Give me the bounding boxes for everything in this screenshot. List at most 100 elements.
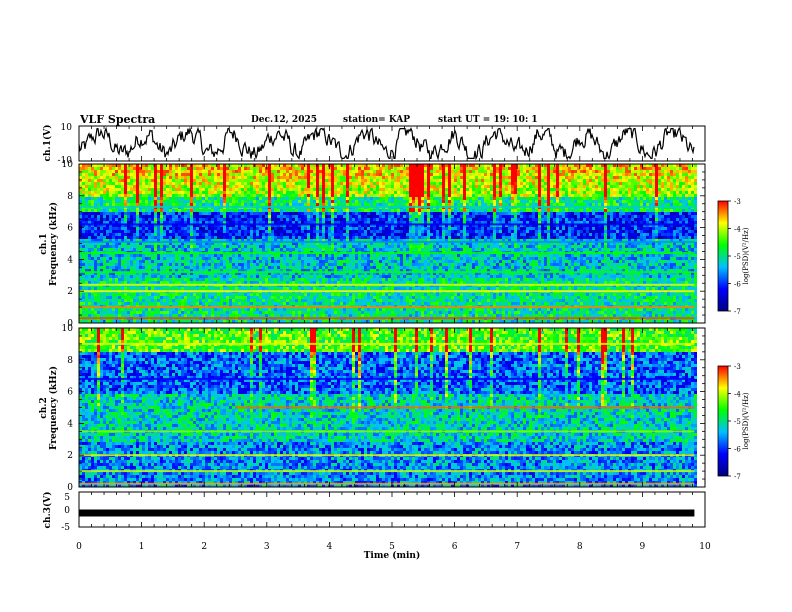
- spectrogram-cell: [100, 173, 103, 177]
- spectrogram-cell: [193, 236, 196, 240]
- spectrogram-cell: [133, 254, 136, 258]
- spectrogram-cell: [121, 287, 124, 291]
- spectrogram-cell: [307, 314, 310, 318]
- spectrogram-cell: [184, 218, 187, 222]
- spectrogram-cell: [298, 248, 301, 252]
- spectrogram-cell: [157, 281, 160, 285]
- spectrogram-cell: [184, 170, 187, 174]
- spectrogram-cell: [214, 200, 217, 204]
- spectrogram-cell: [325, 176, 328, 180]
- spectrogram-cell: [88, 293, 91, 297]
- spectrogram-cell: [277, 227, 280, 231]
- spectrogram-cell: [292, 194, 295, 198]
- spectrogram-cell: [319, 188, 322, 192]
- spectrogram-cell: [322, 263, 325, 267]
- spectrogram-cell: [292, 269, 295, 273]
- spectrogram-cell: [280, 200, 283, 204]
- spectrogram-cell: [316, 197, 319, 201]
- spectrogram-cell: [151, 260, 154, 264]
- spectrogram-cell: [166, 179, 169, 183]
- spectrogram-cell: [325, 221, 328, 225]
- spectrogram-cell: [265, 278, 268, 282]
- spectrogram-cell: [217, 260, 220, 264]
- spectrogram-cell: [85, 233, 88, 237]
- spectrogram-cell: [298, 164, 301, 168]
- spectrogram-cell: [112, 200, 115, 204]
- spectrogram-cell: [151, 245, 154, 249]
- spectrogram-cell: [151, 194, 154, 198]
- spectrogram-cell: [88, 203, 91, 207]
- spectrogram-cell: [226, 272, 229, 276]
- spectrogram-cell: [268, 173, 271, 177]
- spectrogram-cell: [112, 320, 115, 324]
- spectrogram-cell: [307, 293, 310, 297]
- spectrogram-cell: [238, 212, 241, 216]
- spectrogram-cell: [331, 311, 334, 315]
- spectrogram-cell: [325, 185, 328, 189]
- spectrogram-cell: [277, 242, 280, 246]
- spectrogram-cell: [124, 197, 127, 201]
- spectrogram-cell: [145, 209, 148, 213]
- spectrogram-cell: [193, 173, 196, 177]
- spectrogram-cell: [328, 302, 331, 306]
- spectrogram-cell: [133, 194, 136, 198]
- spectrogram-cell: [106, 191, 109, 195]
- spectrogram-cell: [85, 278, 88, 282]
- spectrogram-cell: [283, 176, 286, 180]
- spectrogram-cell: [106, 275, 109, 279]
- spectrogram-cell: [187, 278, 190, 282]
- spectrogram-cell: [349, 188, 352, 192]
- spectrogram-cell: [313, 269, 316, 273]
- spectrogram-cell: [79, 215, 82, 219]
- spectrogram-cell: [193, 191, 196, 195]
- spectrogram-cell: [97, 200, 100, 204]
- spectrogram-cell: [79, 167, 82, 171]
- spectrogram-cell: [190, 308, 193, 312]
- spectrogram-cell: [253, 170, 256, 174]
- spectrogram-cell: [313, 296, 316, 300]
- spectrogram-cell: [145, 212, 148, 216]
- spectrogram-cell: [352, 167, 355, 171]
- spectrogram-cell: [352, 230, 355, 234]
- spectrogram-cell: [304, 236, 307, 240]
- spectrogram-cell: [121, 278, 124, 282]
- spectrogram-cell: [151, 167, 154, 171]
- spectrogram-cell: [286, 302, 289, 306]
- spectrogram-cell: [199, 221, 202, 225]
- spectrogram-cell: [142, 272, 145, 276]
- spectrogram-cell: [268, 197, 271, 201]
- spectrogram-cell: [112, 287, 115, 291]
- spectrogram-cell: [145, 176, 148, 180]
- spectrogram-cell: [118, 209, 121, 213]
- spectrogram-cell: [121, 260, 124, 264]
- spectrogram-cell: [298, 272, 301, 276]
- spectrogram-cell: [100, 263, 103, 267]
- spectrogram-cell: [184, 263, 187, 267]
- spectrogram-cell: [112, 254, 115, 258]
- spectrogram-cell: [283, 236, 286, 240]
- spectrogram-cell: [148, 272, 151, 276]
- spectrogram-cell: [196, 257, 199, 261]
- spectrogram-cell: [118, 278, 121, 282]
- spectrogram-cell: [250, 260, 253, 264]
- spectrogram-cell: [163, 269, 166, 273]
- spectrogram-cell: [304, 272, 307, 276]
- spectrogram-cell: [142, 266, 145, 270]
- spectrogram-cell: [226, 266, 229, 270]
- spectrogram-cell: [265, 296, 268, 300]
- spectrogram-cell: [343, 314, 346, 318]
- spectrogram-cell: [91, 320, 94, 324]
- spectrogram-cell: [205, 281, 208, 285]
- spectrogram-cell: [337, 272, 340, 276]
- spectrogram-cell: [313, 233, 316, 237]
- spectrogram-cell: [190, 242, 193, 246]
- spectrogram-cell: [79, 263, 82, 267]
- spectrogram-cell: [91, 224, 94, 228]
- spectrogram-cell: [136, 218, 139, 222]
- spectrogram-cell: [319, 296, 322, 300]
- spectrogram-cell: [205, 239, 208, 243]
- spectrogram-cell: [316, 164, 319, 168]
- spectrogram-cell: [268, 212, 271, 216]
- spectrogram-cell: [136, 194, 139, 198]
- spectrogram-cell: [223, 311, 226, 315]
